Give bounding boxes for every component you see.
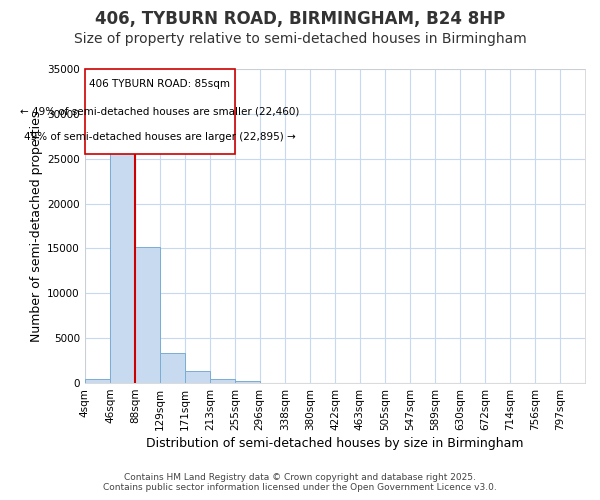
Bar	[85, 380, 110, 383]
Text: 406, TYBURN ROAD, BIRMINGHAM, B24 8HP: 406, TYBURN ROAD, BIRMINGHAM, B24 8HP	[95, 10, 505, 28]
Y-axis label: Number of semi-detached properties: Number of semi-detached properties	[30, 110, 43, 342]
Text: ← 49% of semi-detached houses are smaller (22,460): ← 49% of semi-detached houses are smalle…	[20, 106, 299, 117]
Text: Size of property relative to semi-detached houses in Birmingham: Size of property relative to semi-detach…	[74, 32, 526, 46]
Text: Contains HM Land Registry data © Crown copyright and database right 2025.
Contai: Contains HM Land Registry data © Crown c…	[103, 473, 497, 492]
Bar	[110, 149, 135, 383]
Bar	[160, 354, 185, 383]
FancyBboxPatch shape	[85, 69, 235, 154]
Text: 406 TYBURN ROAD: 85sqm: 406 TYBURN ROAD: 85sqm	[89, 80, 230, 90]
Bar	[135, 246, 160, 383]
Bar	[185, 372, 210, 383]
Bar	[235, 382, 260, 383]
Bar	[210, 380, 235, 383]
Text: 49% of semi-detached houses are larger (22,895) →: 49% of semi-detached houses are larger (…	[24, 132, 296, 142]
X-axis label: Distribution of semi-detached houses by size in Birmingham: Distribution of semi-detached houses by …	[146, 437, 524, 450]
